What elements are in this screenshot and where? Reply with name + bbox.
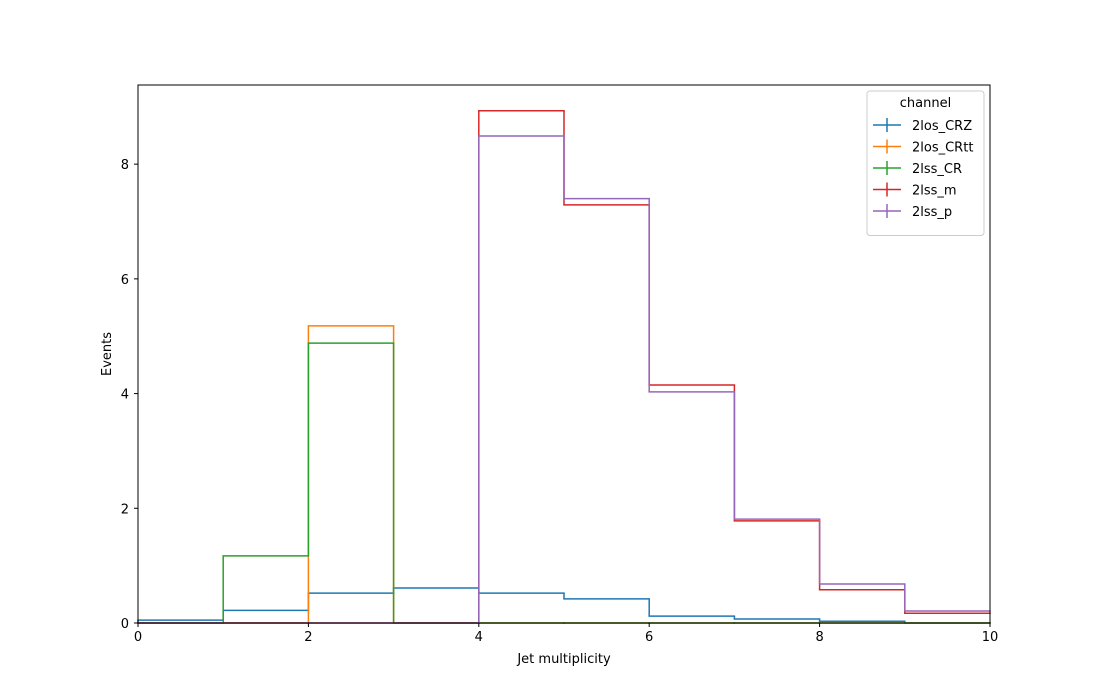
y-tick-label: 0 (121, 617, 129, 632)
legend-box (866, 90, 985, 236)
legend-label: 2los_CRZ (912, 119, 972, 134)
legend-items: 2los_CRZ 2los_CRtt 2lss_CR 2lss_m 2lss_p (873, 118, 973, 220)
legend-title: channel (900, 96, 951, 111)
legend-item: 2los_CRZ (873, 118, 972, 134)
y-tick-label: 6 (121, 273, 129, 288)
legend-label: 2lss_CR (912, 162, 962, 177)
x-axis: 0 2 4 6 8 10 (134, 623, 998, 645)
legend-label: 2lss_m (912, 184, 957, 199)
y-axis-label: Events (100, 332, 115, 376)
x-tick-label: 10 (982, 630, 999, 645)
x-tick-label: 4 (475, 630, 483, 645)
y-tick-label: 4 (121, 388, 129, 403)
legend-label: 2los_CRtt (912, 141, 973, 156)
y-axis: 0 2 4 6 8 (121, 158, 138, 632)
x-tick-label: 0 (134, 630, 142, 645)
legend-item: 2lss_CR (873, 161, 962, 177)
x-tick-label: 2 (304, 630, 312, 645)
plot-frame (137, 84, 991, 624)
legend-item: 2lss_m (873, 182, 957, 199)
legend-item: 2los_CRtt (873, 139, 973, 156)
legend-label: 2lss_p (912, 205, 952, 220)
legend-item: 2lss_p (873, 204, 952, 220)
x-tick-label: 6 (645, 630, 653, 645)
x-tick-label: 8 (815, 630, 823, 645)
y-tick-label: 8 (121, 158, 129, 173)
x-axis-label: Jet multiplicity (516, 652, 611, 667)
y-tick-label: 2 (121, 502, 129, 517)
legend: channel 2los_CRZ2los_CRtt2lss_CR2lss_m2l… (866, 90, 985, 236)
